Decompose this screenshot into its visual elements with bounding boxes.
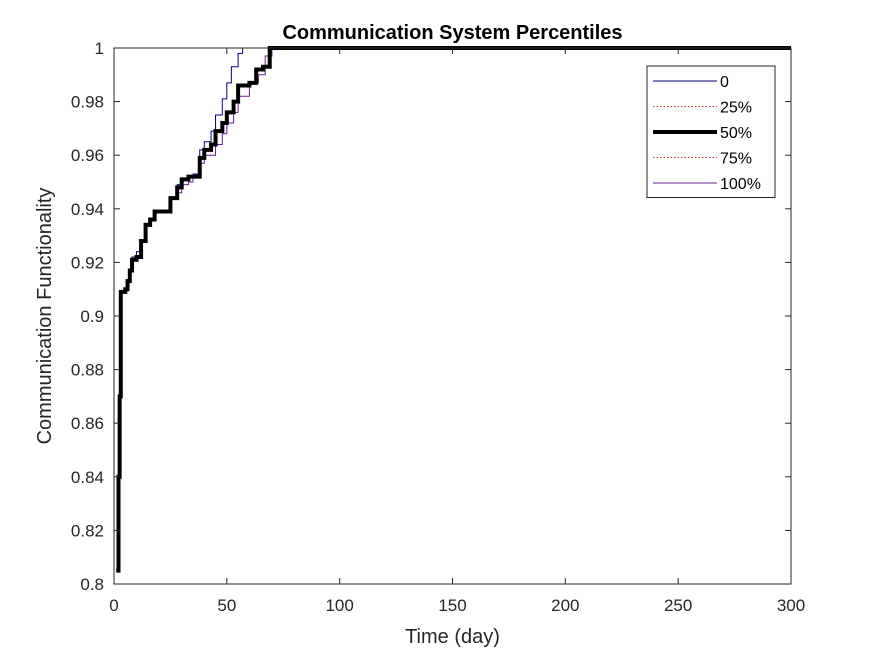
chart-title: Communication System Percentiles xyxy=(282,22,622,44)
x-tick-label: 200 xyxy=(551,596,579,615)
y-tick-label: 0.88 xyxy=(71,361,104,380)
y-tick-label: 0.96 xyxy=(71,146,104,165)
y-tick-label: 0.94 xyxy=(71,200,104,219)
x-tick-label: 300 xyxy=(777,596,805,615)
legend-label: 75% xyxy=(720,151,752,168)
x-tick-label: 250 xyxy=(664,596,692,615)
legend: 0 25% 50% 75% 100% xyxy=(646,65,776,198)
ticks-layer: 0 50 100 150 200 250 300 0.8 0.82 0.84 0.86 0.88 0.9… xyxy=(71,39,805,615)
y-tick-label: 0.82 xyxy=(71,521,104,540)
y-tick-label: 0.92 xyxy=(71,253,104,272)
y-tick-label: 0.8 xyxy=(80,575,104,594)
x-tick-label: 150 xyxy=(438,596,466,615)
y-tick-label: 0.9 xyxy=(80,307,104,326)
x-axis-label: Time (day) xyxy=(405,626,500,648)
legend-label: 100% xyxy=(720,176,761,193)
y-tick-label: 1 xyxy=(95,39,104,58)
y-tick-label: 0.98 xyxy=(71,93,104,112)
series-layer xyxy=(116,46,791,573)
y-tick-label: 0.84 xyxy=(71,468,104,487)
legend-label: 25% xyxy=(720,100,752,117)
series-line-2 xyxy=(116,46,791,573)
x-tick-label: 0 xyxy=(109,596,118,615)
legend-label: 50% xyxy=(720,125,752,142)
y-axis-label: Communication Functionality xyxy=(34,188,56,445)
x-tick-label: 100 xyxy=(325,596,353,615)
y-tick-label: 0.86 xyxy=(71,414,104,433)
legend-label: 0 xyxy=(720,74,729,91)
x-tick-label: 50 xyxy=(217,596,236,615)
